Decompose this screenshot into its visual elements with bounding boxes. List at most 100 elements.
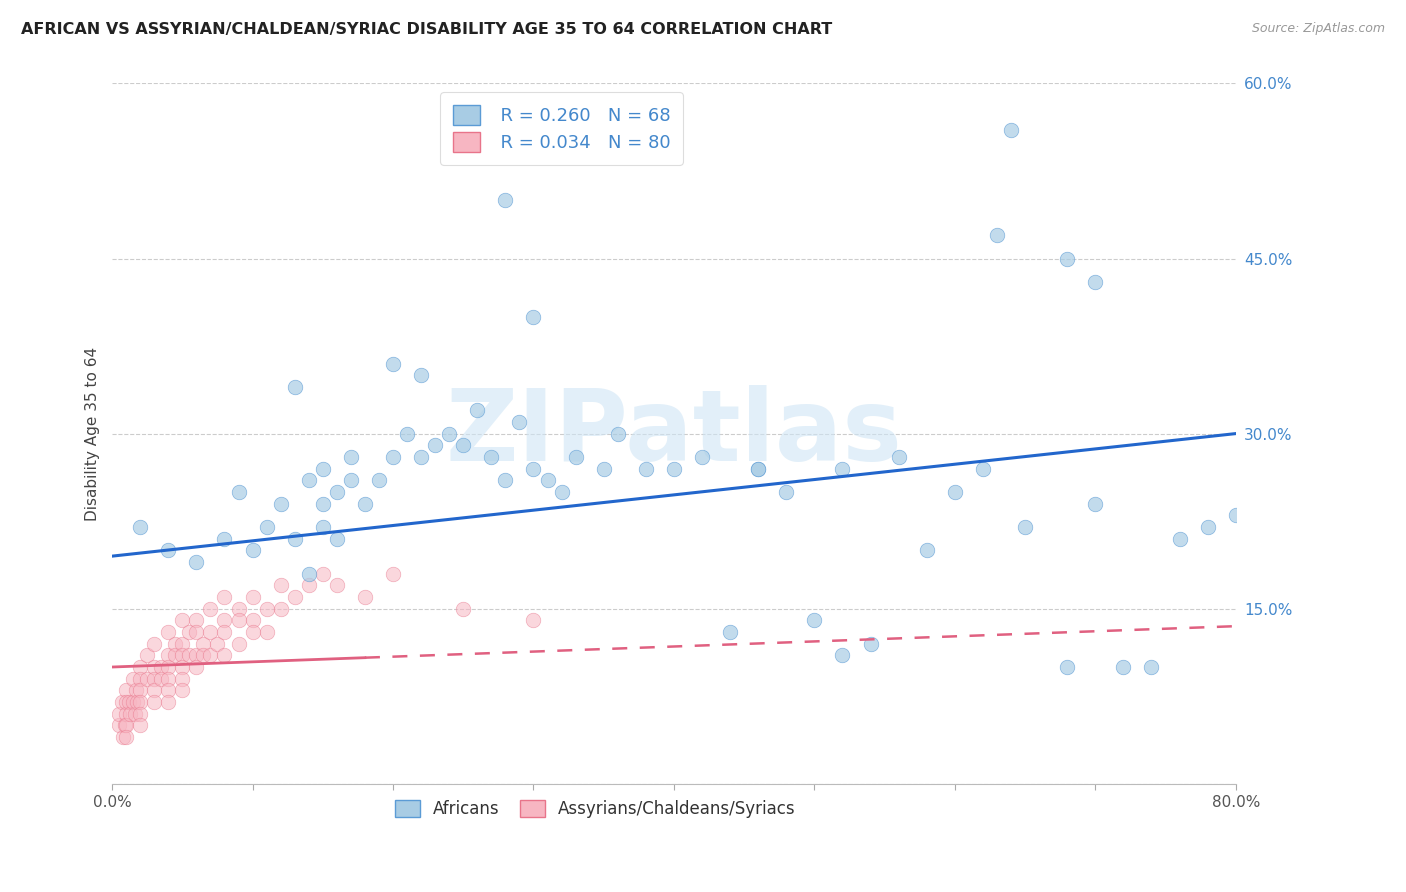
Point — [831, 648, 853, 663]
Point — [172, 613, 194, 627]
Point — [312, 497, 335, 511]
Point — [284, 380, 307, 394]
Point — [284, 532, 307, 546]
Point — [451, 438, 474, 452]
Point — [150, 660, 173, 674]
Point — [150, 672, 173, 686]
Point — [1056, 660, 1078, 674]
Point — [550, 485, 572, 500]
Point — [129, 695, 152, 709]
Point — [536, 473, 558, 487]
Point — [775, 485, 797, 500]
Point — [172, 683, 194, 698]
Point — [437, 426, 460, 441]
Point — [326, 578, 349, 592]
Point — [803, 613, 825, 627]
Point — [165, 637, 187, 651]
Point — [228, 485, 250, 500]
Point — [108, 706, 131, 721]
Point — [718, 625, 741, 640]
Point — [522, 461, 544, 475]
Point — [662, 461, 685, 475]
Point — [115, 695, 138, 709]
Point — [256, 520, 278, 534]
Point — [111, 695, 134, 709]
Point — [242, 613, 264, 627]
Point — [200, 625, 222, 640]
Point — [592, 461, 614, 475]
Point — [859, 637, 882, 651]
Point — [157, 695, 180, 709]
Point — [136, 648, 159, 663]
Point — [129, 706, 152, 721]
Point — [200, 601, 222, 615]
Point — [690, 450, 713, 464]
Point — [118, 695, 141, 709]
Point — [114, 718, 136, 732]
Point — [129, 683, 152, 698]
Point — [1000, 123, 1022, 137]
Point — [256, 625, 278, 640]
Point — [382, 450, 405, 464]
Point — [411, 368, 433, 383]
Point — [186, 625, 208, 640]
Y-axis label: Disability Age 35 to 64: Disability Age 35 to 64 — [86, 346, 100, 521]
Point — [242, 543, 264, 558]
Point — [634, 461, 657, 475]
Point — [228, 613, 250, 627]
Point — [522, 613, 544, 627]
Point — [172, 660, 194, 674]
Point — [270, 601, 292, 615]
Point — [943, 485, 966, 500]
Point — [129, 672, 152, 686]
Point — [986, 228, 1008, 243]
Point — [115, 683, 138, 698]
Point — [564, 450, 586, 464]
Point — [136, 672, 159, 686]
Point — [494, 473, 516, 487]
Point — [127, 695, 149, 709]
Point — [228, 601, 250, 615]
Point — [228, 637, 250, 651]
Point — [747, 461, 769, 475]
Point — [298, 473, 321, 487]
Point — [411, 450, 433, 464]
Text: AFRICAN VS ASSYRIAN/CHALDEAN/SYRIAC DISABILITY AGE 35 TO 64 CORRELATION CHART: AFRICAN VS ASSYRIAN/CHALDEAN/SYRIAC DISA… — [21, 22, 832, 37]
Point — [143, 660, 166, 674]
Point — [1056, 252, 1078, 266]
Point — [214, 625, 236, 640]
Point — [270, 578, 292, 592]
Point — [214, 613, 236, 627]
Text: ZIPatlas: ZIPatlas — [446, 385, 903, 482]
Point — [747, 461, 769, 475]
Point — [214, 532, 236, 546]
Point — [207, 637, 229, 651]
Point — [1084, 497, 1107, 511]
Point — [124, 706, 146, 721]
Point — [115, 706, 138, 721]
Point — [312, 566, 335, 581]
Point — [157, 543, 180, 558]
Point — [382, 357, 405, 371]
Point — [354, 497, 377, 511]
Point — [193, 637, 215, 651]
Point — [479, 450, 502, 464]
Point — [186, 555, 208, 569]
Legend: Africans, Assyrians/Chaldeans/Syriacs: Africans, Assyrians/Chaldeans/Syriacs — [388, 793, 803, 824]
Point — [122, 695, 145, 709]
Point — [157, 683, 180, 698]
Point — [179, 648, 201, 663]
Point — [326, 532, 349, 546]
Point — [270, 497, 292, 511]
Point — [214, 648, 236, 663]
Point — [1014, 520, 1036, 534]
Point — [157, 660, 180, 674]
Point — [284, 590, 307, 604]
Point — [368, 473, 391, 487]
Point — [354, 590, 377, 604]
Point — [1140, 660, 1163, 674]
Point — [120, 706, 142, 721]
Point — [108, 718, 131, 732]
Point — [340, 450, 363, 464]
Point — [312, 461, 335, 475]
